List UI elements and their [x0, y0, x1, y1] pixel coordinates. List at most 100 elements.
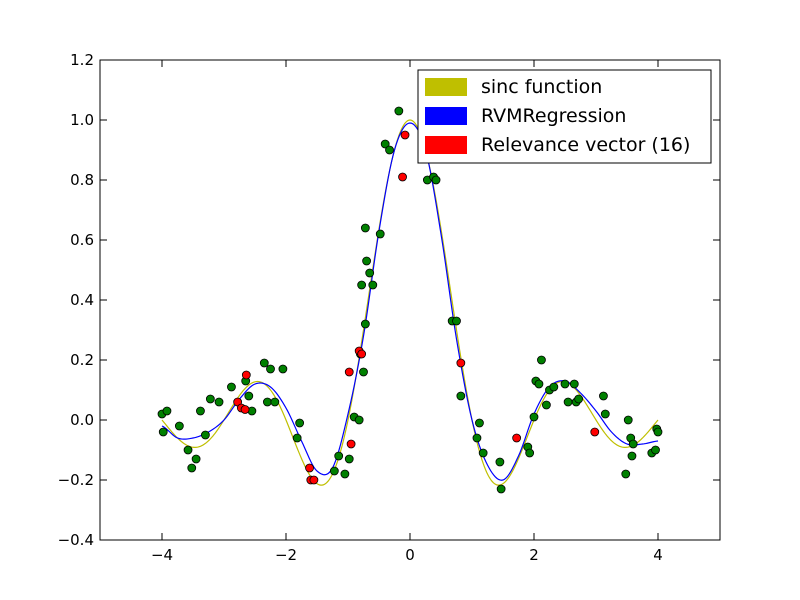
relevance-vector-point [400, 130, 410, 140]
relevance-vector-point [398, 172, 407, 182]
data-point [266, 364, 275, 374]
data-point [191, 454, 201, 464]
x-tick-label: 0 [405, 546, 415, 564]
data-point [600, 409, 610, 419]
relevance-vector-point [357, 349, 367, 359]
data-point [549, 382, 559, 392]
relevance-vector-point [346, 439, 356, 449]
data-point [344, 454, 354, 464]
data-point [574, 394, 584, 404]
data-point [375, 229, 385, 239]
data-point [368, 280, 378, 290]
data-point [183, 445, 193, 455]
sinc-function-line [161, 119, 659, 486]
data-point [278, 364, 288, 374]
y-tick-label: 1.2 [70, 51, 94, 69]
y-tick-label: −0.4 [58, 531, 94, 549]
data-point [560, 379, 570, 389]
data-point [537, 355, 546, 365]
relevance-vector-point [309, 475, 319, 485]
legend-label-relevance: Relevance vector (16) [481, 134, 690, 156]
data-point [495, 457, 505, 467]
legend-label-sinc: sinc function [481, 76, 602, 98]
data-point [362, 256, 372, 266]
data-point [295, 418, 305, 428]
relevance-vector-point [240, 405, 250, 414]
x-tick-label: 4 [653, 546, 663, 564]
data-point [259, 358, 269, 368]
y-axis-ticks: −0.4 −0.2 0.0 0.2 0.4 0.6 0.8 1.0 1.2 [58, 51, 720, 549]
data-point [496, 484, 506, 494]
y-tick-label: 0.8 [70, 171, 94, 189]
relevance-vector-point [456, 358, 466, 368]
data-point [380, 139, 390, 149]
data-point [628, 439, 638, 449]
data-point [385, 145, 394, 155]
relevance-vector-point [512, 433, 522, 443]
data-point [623, 415, 633, 425]
x-tick-label: −4 [151, 546, 173, 564]
plot-area [157, 106, 663, 494]
data-point [360, 319, 370, 329]
data-point [359, 367, 368, 377]
data-point [292, 433, 302, 443]
data-point [653, 427, 663, 437]
data-point [244, 391, 254, 401]
data-point [357, 280, 367, 290]
data-point [214, 397, 224, 407]
relevance-vector-point [305, 463, 314, 473]
x-tick-label: −2 [275, 546, 297, 564]
data-point [196, 406, 205, 416]
data-point [365, 268, 375, 278]
data-point [162, 406, 172, 416]
data-point [472, 433, 482, 443]
legend-swatch-rvm [425, 107, 467, 125]
plot-content [157, 106, 663, 494]
data-point [354, 415, 364, 425]
data-point [542, 400, 551, 410]
data-point [651, 445, 660, 455]
data-point [621, 469, 631, 479]
data-point [478, 448, 488, 458]
data-point [456, 391, 466, 401]
data-point [227, 382, 236, 392]
data-point [563, 397, 573, 407]
data-point [262, 397, 272, 407]
y-tick-label: 0.0 [70, 411, 94, 429]
relevance-vector-point [590, 427, 600, 437]
legend: sinc function RVMRegression Relevance ve… [417, 69, 712, 164]
data-point [200, 430, 210, 440]
y-tick-label: 1.0 [70, 111, 94, 129]
legend-swatch-relevance [425, 136, 467, 154]
data-point [205, 394, 215, 404]
x-axis-ticks: −4 −2 0 2 4 [151, 60, 663, 564]
data-point [187, 463, 197, 473]
data-point [360, 223, 370, 233]
legend-swatch-sinc [425, 78, 467, 96]
data-point [525, 448, 535, 458]
data-point [569, 379, 579, 389]
y-tick-label: 0.4 [70, 291, 94, 309]
data-point [475, 418, 484, 428]
relevance-vector-point [241, 370, 251, 380]
y-tick-label: 0.6 [70, 231, 94, 249]
data-point [329, 466, 339, 476]
data-point [529, 412, 539, 422]
data-point [452, 316, 461, 326]
x-tick-label: 2 [529, 546, 539, 564]
data-point [158, 427, 168, 437]
data-point [174, 421, 184, 431]
legend-label-rvm: RVMRegression [481, 105, 626, 127]
data-point [534, 379, 544, 389]
data-point [627, 451, 637, 461]
data-point [334, 451, 344, 461]
data-point [270, 397, 280, 407]
data-point [340, 469, 350, 479]
data-point [431, 175, 441, 185]
y-tick-label: −0.2 [58, 471, 94, 489]
data-point [394, 106, 404, 116]
data-point [599, 391, 608, 401]
y-tick-label: 0.2 [70, 351, 94, 369]
relevance-vector-point [344, 367, 354, 377]
